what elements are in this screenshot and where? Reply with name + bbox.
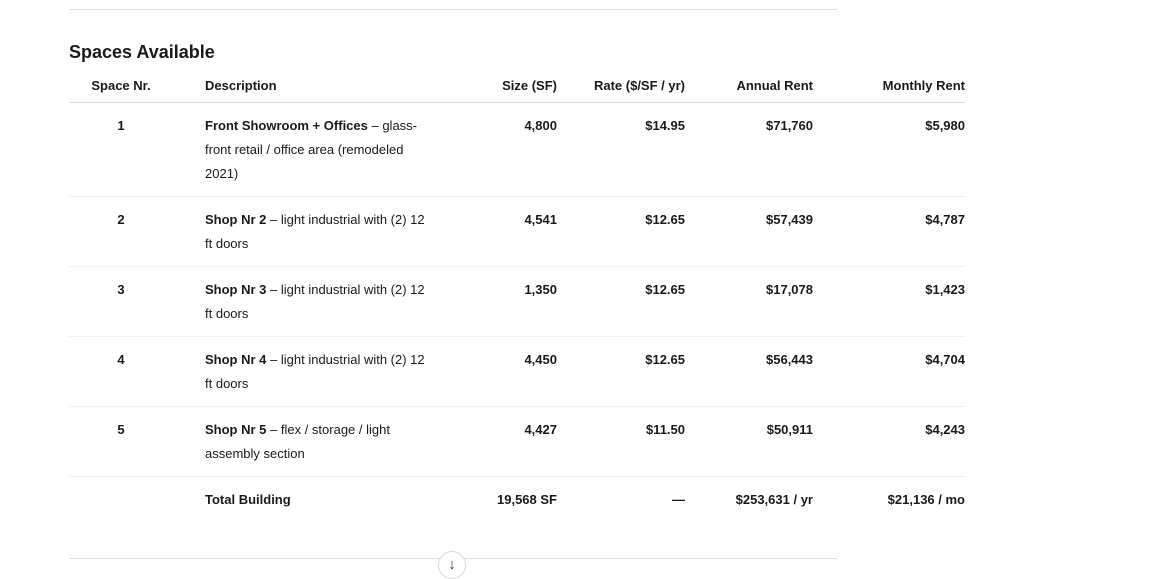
total-monthly-rent: $21,136 / mo (887, 492, 965, 507)
total-size: 19,568 SF (497, 492, 557, 507)
space-details: – light industrial with (2) 12 ft doors (205, 352, 425, 391)
space-details: – glass-front retail / office area (remo… (205, 118, 418, 181)
rate: $12.65 (573, 196, 701, 267)
table-row: 2 Shop Nr 2 – light industrial with (2) 1… (69, 196, 965, 267)
monthly-rent: $5,980 (829, 102, 965, 197)
space-name: Shop Nr 3 (205, 282, 267, 297)
annual-rent: $57,439 (701, 196, 829, 267)
header-monthly-rent: Monthly Rent (829, 72, 965, 103)
description: Front Showroom + Offices – glass-front r… (173, 102, 441, 197)
table-row: 1 Front Showroom + Offices – glass-front … (69, 102, 965, 197)
rate: $12.65 (573, 336, 701, 407)
total-rate: — (672, 492, 685, 507)
description: Shop Nr 3 – light industrial with (2) 12… (173, 266, 441, 337)
space-details: – light industrial with (2) 12 ft doors (205, 282, 425, 321)
total-space-nr (69, 477, 173, 523)
monthly-rent: $1,423 (829, 266, 965, 337)
monthly-rent: $4,243 (829, 406, 965, 477)
total-label: Total Building (205, 492, 291, 507)
size: 4,427 (441, 406, 573, 477)
monthly-rent: $4,787 (829, 196, 965, 267)
size: 4,541 (441, 196, 573, 267)
annual-rent: $56,443 (701, 336, 829, 407)
total-row: Total Building 19,568 SF — $253,631 / yr $21… (69, 477, 965, 523)
space-details: – flex / storage / light assembly sectio… (205, 422, 390, 461)
table-row: 4 Shop Nr 4 – light industrial with (2) 1… (69, 336, 965, 407)
description: Shop Nr 4 – light industrial with (2) 12… (173, 336, 441, 407)
top-divider (69, 9, 837, 10)
header-description: Description (173, 72, 441, 103)
space-nr: 3 (69, 266, 173, 337)
monthly-rent: $4,704 (829, 336, 965, 407)
table-row: 5 Shop Nr 5 – flex / storage / light asse… (69, 406, 965, 477)
header-annual-rent: Annual Rent (701, 72, 829, 103)
annual-rent: $50,911 (701, 406, 829, 477)
scroll-down-button[interactable]: ↓ (438, 551, 466, 579)
space-nr: 5 (69, 406, 173, 477)
header-size: Size (SF) (441, 72, 573, 103)
size: 1,350 (441, 266, 573, 337)
header-rate: Rate ($/SF / yr) (573, 72, 701, 103)
size: 4,800 (441, 102, 573, 197)
space-nr: 1 (69, 102, 173, 197)
rate: $14.95 (573, 102, 701, 197)
space-nr: 4 (69, 336, 173, 407)
space-name: Shop Nr 2 (205, 212, 267, 227)
description: Shop Nr 5 – flex / storage / light assem… (173, 406, 441, 477)
header-space-nr: Space Nr. (69, 72, 173, 103)
table-row: 3 Shop Nr 3 – light industrial with (2) 1… (69, 266, 965, 337)
annual-rent: $17,078 (701, 266, 829, 337)
table-header-row: Space Nr. Description Size (SF) Rate ($/… (69, 72, 965, 103)
rate: $11.50 (573, 406, 701, 477)
space-nr: 2 (69, 196, 173, 267)
section-title: Spaces Available (69, 42, 215, 62)
space-name: Front Showroom + Offices (205, 118, 368, 133)
spaces-table: Space Nr. Description Size (SF) Rate ($/… (69, 72, 965, 522)
size: 4,450 (441, 336, 573, 407)
space-name: Shop Nr 5 (205, 422, 267, 437)
space-name: Shop Nr 4 (205, 352, 267, 367)
annual-rent: $71,760 (701, 102, 829, 197)
description: Shop Nr 2 – light industrial with (2) 12… (173, 196, 441, 267)
arrow-down-icon: ↓ (448, 556, 456, 573)
total-annual-rent: $253,631 / yr (735, 492, 813, 507)
rate: $12.65 (573, 266, 701, 337)
space-details: – light industrial with (2) 12 ft doors (205, 212, 425, 251)
